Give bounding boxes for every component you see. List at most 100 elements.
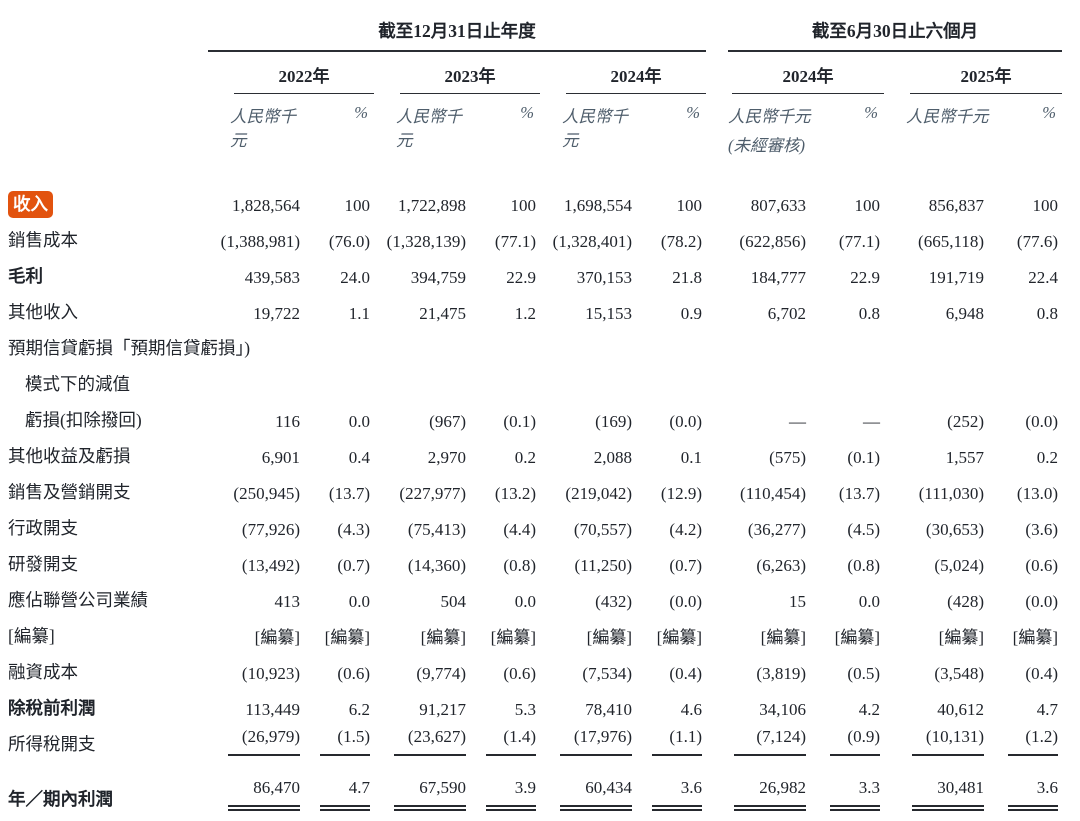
table-cell: 6,702: [767, 304, 806, 323]
table-cell: (0.8): [847, 556, 880, 575]
table-cell: 22.9: [850, 268, 880, 287]
table-row: 行政開支 (77,926) (4.3) (75,413) (4.4) (70,557) (4…: [8, 504, 1062, 540]
table-cell: (432): [595, 592, 632, 611]
table-cell: (77.6): [1016, 232, 1058, 251]
table-cell: [374, 324, 476, 360]
table-cell: [706, 324, 816, 360]
table-cell: 6.2: [348, 700, 370, 719]
year-header-jun-2025: 2025年: [884, 52, 1062, 94]
table-cell: 0.1: [680, 448, 702, 467]
table-cell: [476, 324, 540, 360]
table-cell: (665,118): [918, 232, 984, 251]
table-cell: (0.0): [669, 412, 702, 431]
table-cell: [編纂]: [586, 628, 632, 647]
table-cell: [706, 360, 816, 396]
table-cell: 4.7: [310, 775, 374, 811]
table-cell: (0.8): [503, 556, 536, 575]
table-cell: [編纂]: [656, 628, 702, 647]
table-cell: 0.0: [514, 592, 536, 611]
row-label: 收入: [8, 180, 208, 218]
table-cell: [994, 324, 1062, 360]
table-cell: 504: [440, 592, 467, 611]
table-cell: [374, 360, 476, 396]
row-label: 其他收益及虧損: [8, 446, 131, 466]
table-cell: (78.2): [660, 232, 702, 251]
table-cell: (10,131): [884, 720, 994, 756]
table-cell: 86,470: [208, 775, 310, 811]
table-cell: 2,970: [427, 448, 466, 467]
period-group-row: 截至12月31日止年度 截至6月30日止六個月: [8, 12, 1062, 52]
row-label: [編纂]: [8, 626, 55, 646]
table-cell: (622,856): [739, 232, 806, 251]
table-cell: 78,410: [585, 700, 632, 719]
income-statement-table: 截至12月31日止年度 截至6月30日止六個月 2022年 2023年 2024…: [8, 12, 1062, 811]
table-cell: 2,088: [593, 448, 632, 467]
table-cell: (3.6): [1025, 520, 1058, 539]
row-label: 銷售及營銷開支: [8, 482, 131, 502]
table-cell: (1,328,401): [552, 232, 632, 251]
table-cell: [884, 324, 994, 360]
table-cell: 6,901: [261, 448, 300, 467]
table-cell: (1,328,139): [386, 232, 466, 251]
table-cell: 370,153: [576, 268, 632, 287]
table-cell: [816, 360, 884, 396]
table-cell: (0.9): [816, 720, 884, 756]
table-cell: (1.2): [994, 720, 1062, 756]
unit-header-row: 人民幣千元 % 人民幣千元 % 人民幣千元 % 人民幣千元 (未經審核) % 人…: [8, 94, 1062, 161]
table-cell: (4.2): [669, 520, 702, 539]
table-cell: (13.7): [328, 484, 370, 503]
table-cell: 0.0: [348, 592, 370, 611]
table-cell: (252): [947, 412, 984, 431]
table-cell: 0.8: [858, 304, 880, 323]
year-header-row: 2022年 2023年 2024年 2024年 2025年: [8, 52, 1062, 94]
table-row: 銷售及營銷開支 (250,945) (13.7) (227,977) (13.2) (21…: [8, 468, 1062, 504]
unit-header: 人民幣千元: [906, 107, 989, 126]
table-cell: 0.0: [348, 412, 370, 431]
table-cell: (75,413): [407, 520, 466, 539]
table-cell: (13.0): [1016, 484, 1058, 503]
table-cell: [編纂]: [490, 628, 536, 647]
table-cell: 3.6: [642, 775, 706, 811]
table-cell: (0.0): [669, 592, 702, 611]
table-cell: (3,548): [934, 664, 984, 683]
table-cell: (0.0): [1025, 412, 1058, 431]
unit-header: 人民幣千元: [562, 107, 628, 150]
annual-period-group-header: 截至12月31日止年度: [208, 12, 706, 52]
search-highlight: 收入: [8, 191, 53, 218]
unit-header: 人民幣千元: [396, 107, 462, 150]
table-cell: (0.5): [847, 664, 880, 683]
row-label: 融資成本: [8, 662, 78, 682]
table-cell: 100: [1032, 196, 1059, 215]
table-cell: 100: [344, 196, 371, 215]
table-cell: (13.7): [838, 484, 880, 503]
table-cell: (77.1): [838, 232, 880, 251]
unaudited-note: (未經審核): [728, 136, 805, 155]
table-cell: —: [863, 412, 880, 431]
table-cell: [540, 324, 642, 360]
table-cell: 26,982: [706, 775, 816, 811]
row-label: 研發開支: [8, 554, 78, 574]
table-cell: 67,590: [374, 775, 476, 811]
table-cell: (1.4): [476, 720, 540, 756]
table-cell: (23,627): [374, 720, 476, 756]
table-cell: 40,612: [937, 700, 984, 719]
label-column-header: [8, 12, 208, 52]
annual-period-group-label: 截至12月31日止年度: [208, 18, 706, 52]
row-label: 銷售成本: [8, 230, 78, 250]
table-cell: 3.3: [816, 775, 884, 811]
table-cell: (17,976): [540, 720, 642, 756]
table-cell: (227,977): [399, 484, 466, 503]
table-cell: 113,449: [245, 700, 300, 719]
interim-period-group-header: 截至6月30日止六個月: [706, 12, 1062, 52]
table-row: 研發開支 (13,492) (0.7) (14,360) (0.8) (11,250) (0…: [8, 540, 1062, 576]
table-cell: [編纂]: [324, 628, 370, 647]
row-label: 毛利: [8, 266, 43, 286]
table-cell: (5,024): [934, 556, 984, 575]
table-cell: 0.2: [514, 448, 536, 467]
table-cell: 6,948: [945, 304, 984, 323]
table-cell: 100: [854, 196, 881, 215]
percent-header: %: [686, 103, 700, 122]
table-cell: (70,557): [573, 520, 632, 539]
table-cell: 3.6: [994, 775, 1062, 811]
table-cell: [310, 360, 374, 396]
